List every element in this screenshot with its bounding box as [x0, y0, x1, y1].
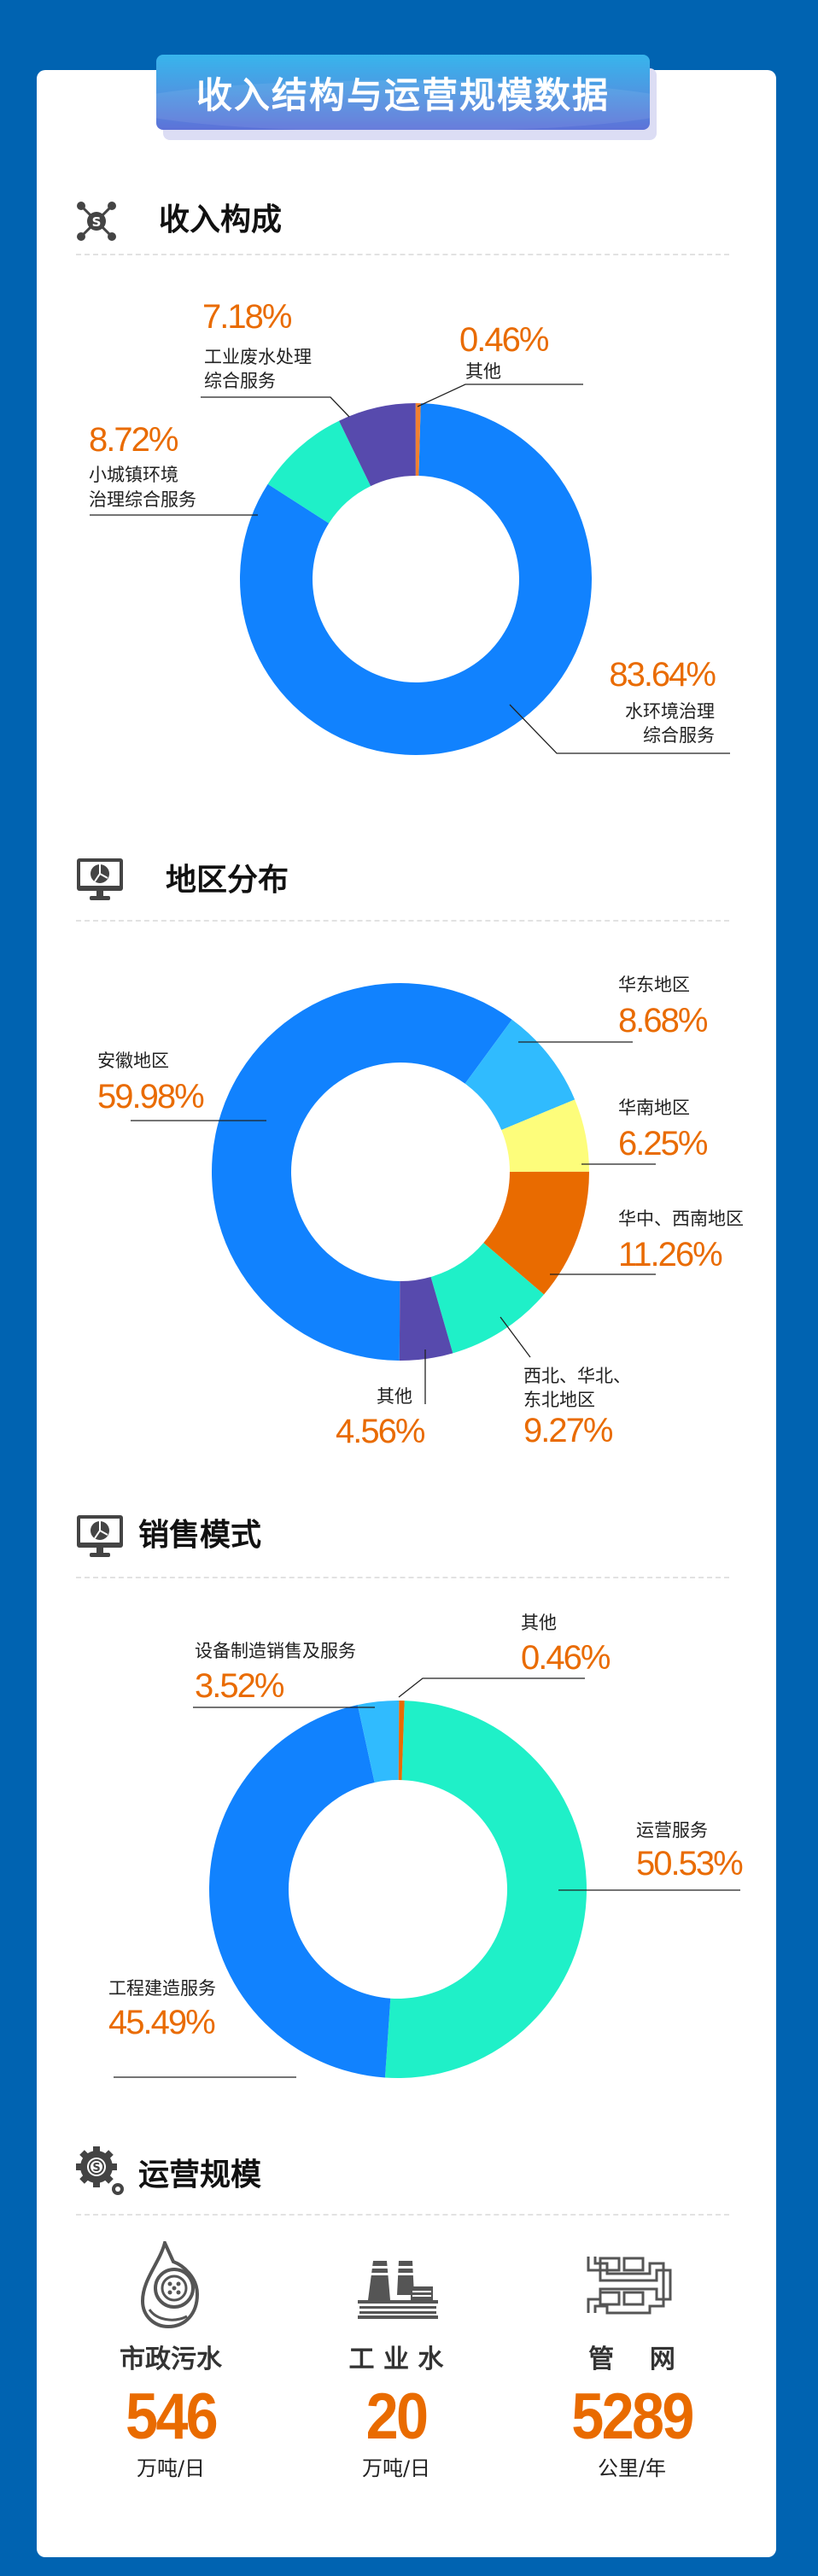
slice-label: 华中、西南地区: [618, 1209, 744, 1229]
pct-label: 4.56%: [336, 1413, 425, 1450]
donut-slice-运营服务: [384, 1701, 587, 2078]
slice-label: 小城镇环境 治理综合服务: [89, 465, 196, 510]
slice-label: 其他: [377, 1386, 412, 1407]
donut-slice-水环境治理综合服务: [239, 403, 592, 755]
stat-name: 管 网: [588, 2345, 675, 2374]
stat-value: 20: [365, 2380, 429, 2453]
pct-label: 8.72%: [89, 421, 178, 459]
stat-unit: 万吨/日: [361, 2456, 431, 2480]
divider: [76, 920, 729, 922]
donut-slice-华南地区: [501, 1099, 589, 1172]
title-banner: 收入结构与运营规模数据: [156, 55, 650, 130]
slice-label: 华南地区: [618, 1098, 690, 1118]
donut-slice-小城镇环境治理综合服务: [267, 420, 371, 524]
section-title-revenue: 收入构成: [159, 202, 283, 237]
slice-label: 安徽地区: [97, 1051, 169, 1071]
stat-unit: 万吨/日: [136, 2456, 206, 2480]
pct-label: 0.46%: [459, 321, 549, 359]
pct-label: 7.18%: [202, 298, 292, 336]
donut-slice-工业废水处理综合服务: [339, 403, 416, 487]
stat-industrial-water: 工 业 水 20 万吨/日: [294, 2347, 499, 2479]
page-title: 收入结构与运营规模数据: [196, 73, 610, 116]
pct-label: 9.27%: [523, 1412, 613, 1449]
donut-slice-其他: [415, 403, 421, 477]
stat-value: 546: [125, 2380, 219, 2453]
slice-label: 运营服务: [636, 1820, 708, 1841]
pct-label: 6.25%: [618, 1125, 708, 1162]
slice-label: 设备制造销售及服务: [195, 1641, 356, 1661]
pct-label: 8.68%: [618, 1002, 708, 1039]
pct-label: 83.64%: [609, 656, 716, 694]
stat-name: 工 业 水: [348, 2345, 444, 2374]
donut-slice-华东地区: [465, 1019, 576, 1130]
slice-label: 其他: [465, 361, 501, 382]
pct-label: 0.46%: [521, 1639, 611, 1677]
donut-slice-设备制造销售及服务: [357, 1701, 400, 1783]
svg-text:S: S: [92, 214, 102, 230]
donut-slice-其他: [399, 1276, 453, 1361]
slice-label: 华东地区: [618, 975, 690, 995]
section-title-sales: 销售模式: [138, 1518, 262, 1553]
pipe-network-icon: [587, 2257, 672, 2315]
svg-text:S: S: [92, 2162, 100, 2175]
factory-icon: [358, 2261, 438, 2319]
water-drop-icon: [140, 2241, 200, 2328]
donut-slice-安徽地区: [211, 983, 512, 1361]
pct-label: 3.52%: [195, 1667, 284, 1705]
section-title-region: 地区分布: [166, 863, 289, 898]
donut-slice-西北、华北、东北地区: [430, 1243, 545, 1354]
stat-unit: 公里/年: [597, 2456, 667, 2480]
slice-label: 其他: [521, 1613, 557, 1633]
pct-label: 11.26%: [618, 1236, 723, 1273]
slice-label: 工业废水处理 综合服务: [204, 347, 312, 391]
stat-value: 5289: [571, 2380, 694, 2453]
divider: [76, 2214, 729, 2216]
pct-label: 59.98%: [97, 1078, 205, 1115]
pct-label: 50.53%: [636, 1845, 744, 1882]
stat-municipal-sewage: 市政污水 546 万吨/日: [68, 2347, 273, 2479]
monitor-pie-icon: [77, 1515, 123, 1557]
donut-slice-工程建造服务: [208, 1705, 391, 2078]
donut-slice-华中、西南地区: [483, 1171, 590, 1295]
divider: [76, 254, 729, 255]
section-title-operations: 运营规模: [138, 2157, 262, 2193]
slice-label: 西北、华北、 东北地区: [523, 1366, 631, 1410]
pct-label: 45.49%: [108, 2004, 216, 2041]
monitor-pie-icon: [77, 858, 123, 900]
donut-slice-其他: [398, 1701, 405, 1781]
slice-label: 工程建造服务: [108, 1978, 216, 1999]
stat-name: 市政污水: [120, 2345, 222, 2374]
divider: [76, 1577, 729, 1578]
money-network-icon: S: [77, 202, 116, 241]
stat-pipe-network: 管 网 5289 公里/年: [529, 2347, 734, 2479]
gear-money-icon: S: [76, 2146, 124, 2195]
